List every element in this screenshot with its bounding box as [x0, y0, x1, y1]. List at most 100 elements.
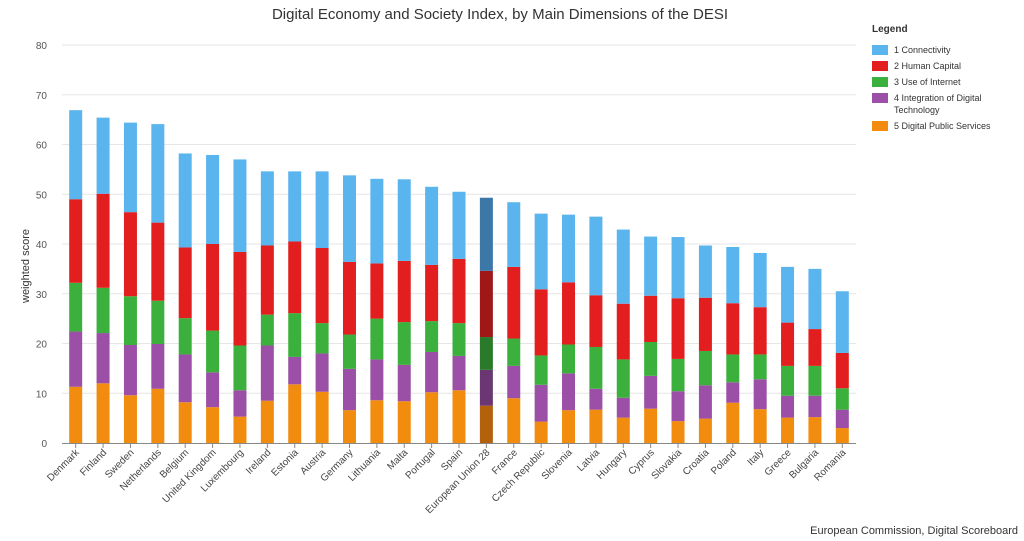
bar-stack: [315, 171, 329, 443]
bar-segment: [342, 368, 356, 411]
bar-segment: [69, 386, 83, 443]
chart-title: Digital Economy and Society Index, by Ma…: [271, 6, 729, 23]
bar-segment: [96, 193, 110, 288]
credits[interactable]: European Commission, Digital Scoreboard: [810, 525, 1018, 537]
bar-segment: [96, 117, 110, 194]
legend-label-use-of-internet: 3 Use of Internet: [894, 77, 961, 87]
x-tick-label: Poland: [709, 447, 739, 477]
bar-segment: [644, 295, 658, 343]
bar-segment: [698, 385, 712, 419]
bar-stack: [479, 197, 493, 443]
bar-segment: [342, 261, 356, 335]
bar-segment: [534, 355, 548, 385]
bar-segment: [452, 191, 466, 259]
bar-segment: [288, 384, 302, 443]
legend-swatch-digital-public-services: [872, 121, 888, 131]
bar-segment: [151, 388, 165, 443]
bar-segment: [260, 314, 274, 346]
bar-segment: [233, 251, 247, 346]
bar-segment: [534, 421, 548, 443]
bar-segment: [370, 400, 384, 443]
bar-segment: [479, 405, 493, 443]
legend-item-digital-public-services[interactable]: 5 Digital Public Services: [868, 120, 1018, 132]
bar-segment: [425, 264, 439, 322]
bar-segment: [315, 247, 329, 324]
bar-segment: [69, 282, 83, 332]
legend-swatch-use-of-internet: [872, 77, 888, 87]
bar-segment: [479, 337, 493, 370]
bar-segment: [123, 395, 137, 443]
bar-segment: [808, 329, 822, 366]
legend-swatch-connectivity: [872, 45, 888, 55]
y-tick-label: 30: [36, 290, 48, 301]
bar-segment: [452, 390, 466, 443]
bar-segment: [671, 298, 685, 359]
bar-segment: [315, 353, 329, 392]
bar-segment: [808, 268, 822, 330]
bar-segment: [507, 202, 521, 267]
bar-segment: [178, 247, 192, 319]
bar-segment: [808, 417, 822, 443]
bar-segment: [698, 297, 712, 351]
bar-segment: [562, 373, 576, 411]
y-tick-label: 50: [36, 190, 48, 201]
y-tick-label: 0: [41, 439, 47, 450]
bar-segment: [151, 300, 165, 344]
bar-segment: [151, 124, 165, 223]
bar-segment: [726, 402, 740, 443]
bar-segment: [781, 322, 795, 366]
bar-segment: [452, 258, 466, 324]
x-tick-label: Denmark: [45, 447, 82, 484]
legend-item-use-of-internet[interactable]: 3 Use of Internet: [868, 76, 1018, 88]
bar-stack: [781, 266, 795, 443]
bar-segment: [315, 171, 329, 248]
y-axis-ticks: 0 10 20 30 40 50 60 70 80: [36, 41, 48, 450]
bar-segment: [753, 252, 767, 308]
legend-label-digital-public-services: 5 Digital Public Services: [894, 121, 991, 131]
bar-stack: [397, 179, 411, 443]
bar-stack: [507, 202, 521, 443]
bar-segment: [178, 153, 192, 248]
bar-segment: [288, 171, 302, 242]
bar-stack: [671, 237, 685, 443]
bar-segment: [233, 416, 247, 443]
bar-segment: [260, 400, 274, 443]
bar-segment: [644, 375, 658, 409]
bar-segment: [96, 383, 110, 443]
legend-item-connectivity[interactable]: 1 Connectivity: [868, 44, 1018, 56]
y-tick-label: 70: [36, 91, 48, 102]
y-tick-label: 10: [36, 389, 48, 400]
bar-segment: [342, 334, 356, 369]
bar-stack: [835, 291, 849, 443]
bar-stack: [589, 216, 603, 443]
bar-stack: [698, 245, 712, 443]
legend-swatch-integration: [872, 93, 888, 103]
bar-segment: [562, 282, 576, 345]
x-tick-label: Ireland: [244, 447, 273, 476]
bar-segment: [370, 318, 384, 360]
bar-segment: [397, 179, 411, 261]
bar-segment: [726, 303, 740, 355]
bar-segment: [781, 417, 795, 443]
bar-segment: [123, 212, 137, 297]
bar-segment: [507, 398, 521, 443]
bar-segment: [178, 402, 192, 443]
bar-segment: [534, 289, 548, 356]
bar-segment: [562, 344, 576, 374]
legend-label-human-capital: 2 Human Capital: [894, 61, 962, 71]
bar-segment: [479, 270, 493, 338]
bar-stack: [151, 124, 165, 443]
x-tick-label: Slovakia: [650, 447, 685, 482]
bar-segment: [726, 354, 740, 383]
bar-segment: [698, 245, 712, 298]
bar-segment: [397, 401, 411, 443]
bar-segment: [753, 409, 767, 443]
bar-segment: [370, 263, 384, 319]
legend-item-human-capital[interactable]: 2 Human Capital: [868, 60, 1018, 72]
bar-segment: [589, 216, 603, 296]
legend-label-integration: 4 Integration of Digital Technology: [894, 93, 982, 115]
bar-segment: [753, 307, 767, 355]
bar-segment: [808, 395, 822, 418]
x-tick-label: Portugal: [404, 447, 438, 481]
legend-item-integration-of-digital-technology[interactable]: 4 Integration of Digital Technology: [868, 92, 1018, 116]
